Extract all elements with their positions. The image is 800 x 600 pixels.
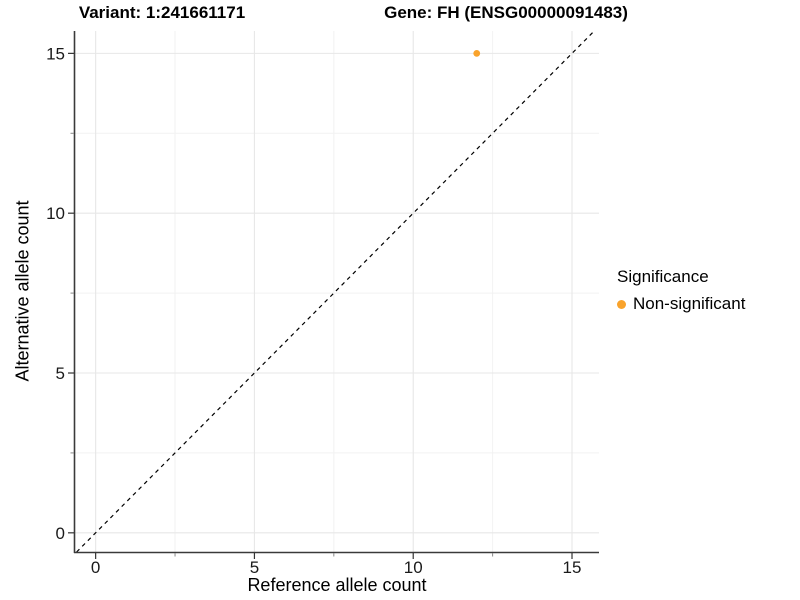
y-tick-label: 15 bbox=[46, 44, 65, 63]
x-tick-label: 0 bbox=[91, 558, 100, 577]
y-axis-title: Alternative allele count bbox=[12, 200, 33, 382]
identity-line bbox=[76, 30, 595, 553]
x-tick-label: 5 bbox=[250, 558, 259, 577]
y-tick-label: 5 bbox=[56, 364, 65, 383]
y-tick-label: 0 bbox=[56, 524, 65, 543]
x-tick-label: 15 bbox=[563, 558, 582, 577]
y-tick-label: 10 bbox=[46, 204, 65, 223]
legend-point-icon bbox=[617, 299, 626, 309]
gene-title: Gene: FH (ENSG00000091483) bbox=[384, 3, 628, 22]
variant-title: Variant: 1:241661171 bbox=[78, 3, 246, 22]
legend-item-label: Non-significant bbox=[633, 294, 746, 313]
legend-item-non-significant: Non-significant bbox=[617, 294, 745, 314]
legend-title: Significance bbox=[617, 267, 709, 286]
data-point bbox=[473, 49, 481, 57]
legend: Significance Non-significant bbox=[617, 267, 745, 314]
x-tick-label: 10 bbox=[404, 558, 423, 577]
x-axis-title: Reference allele count bbox=[247, 575, 427, 595]
